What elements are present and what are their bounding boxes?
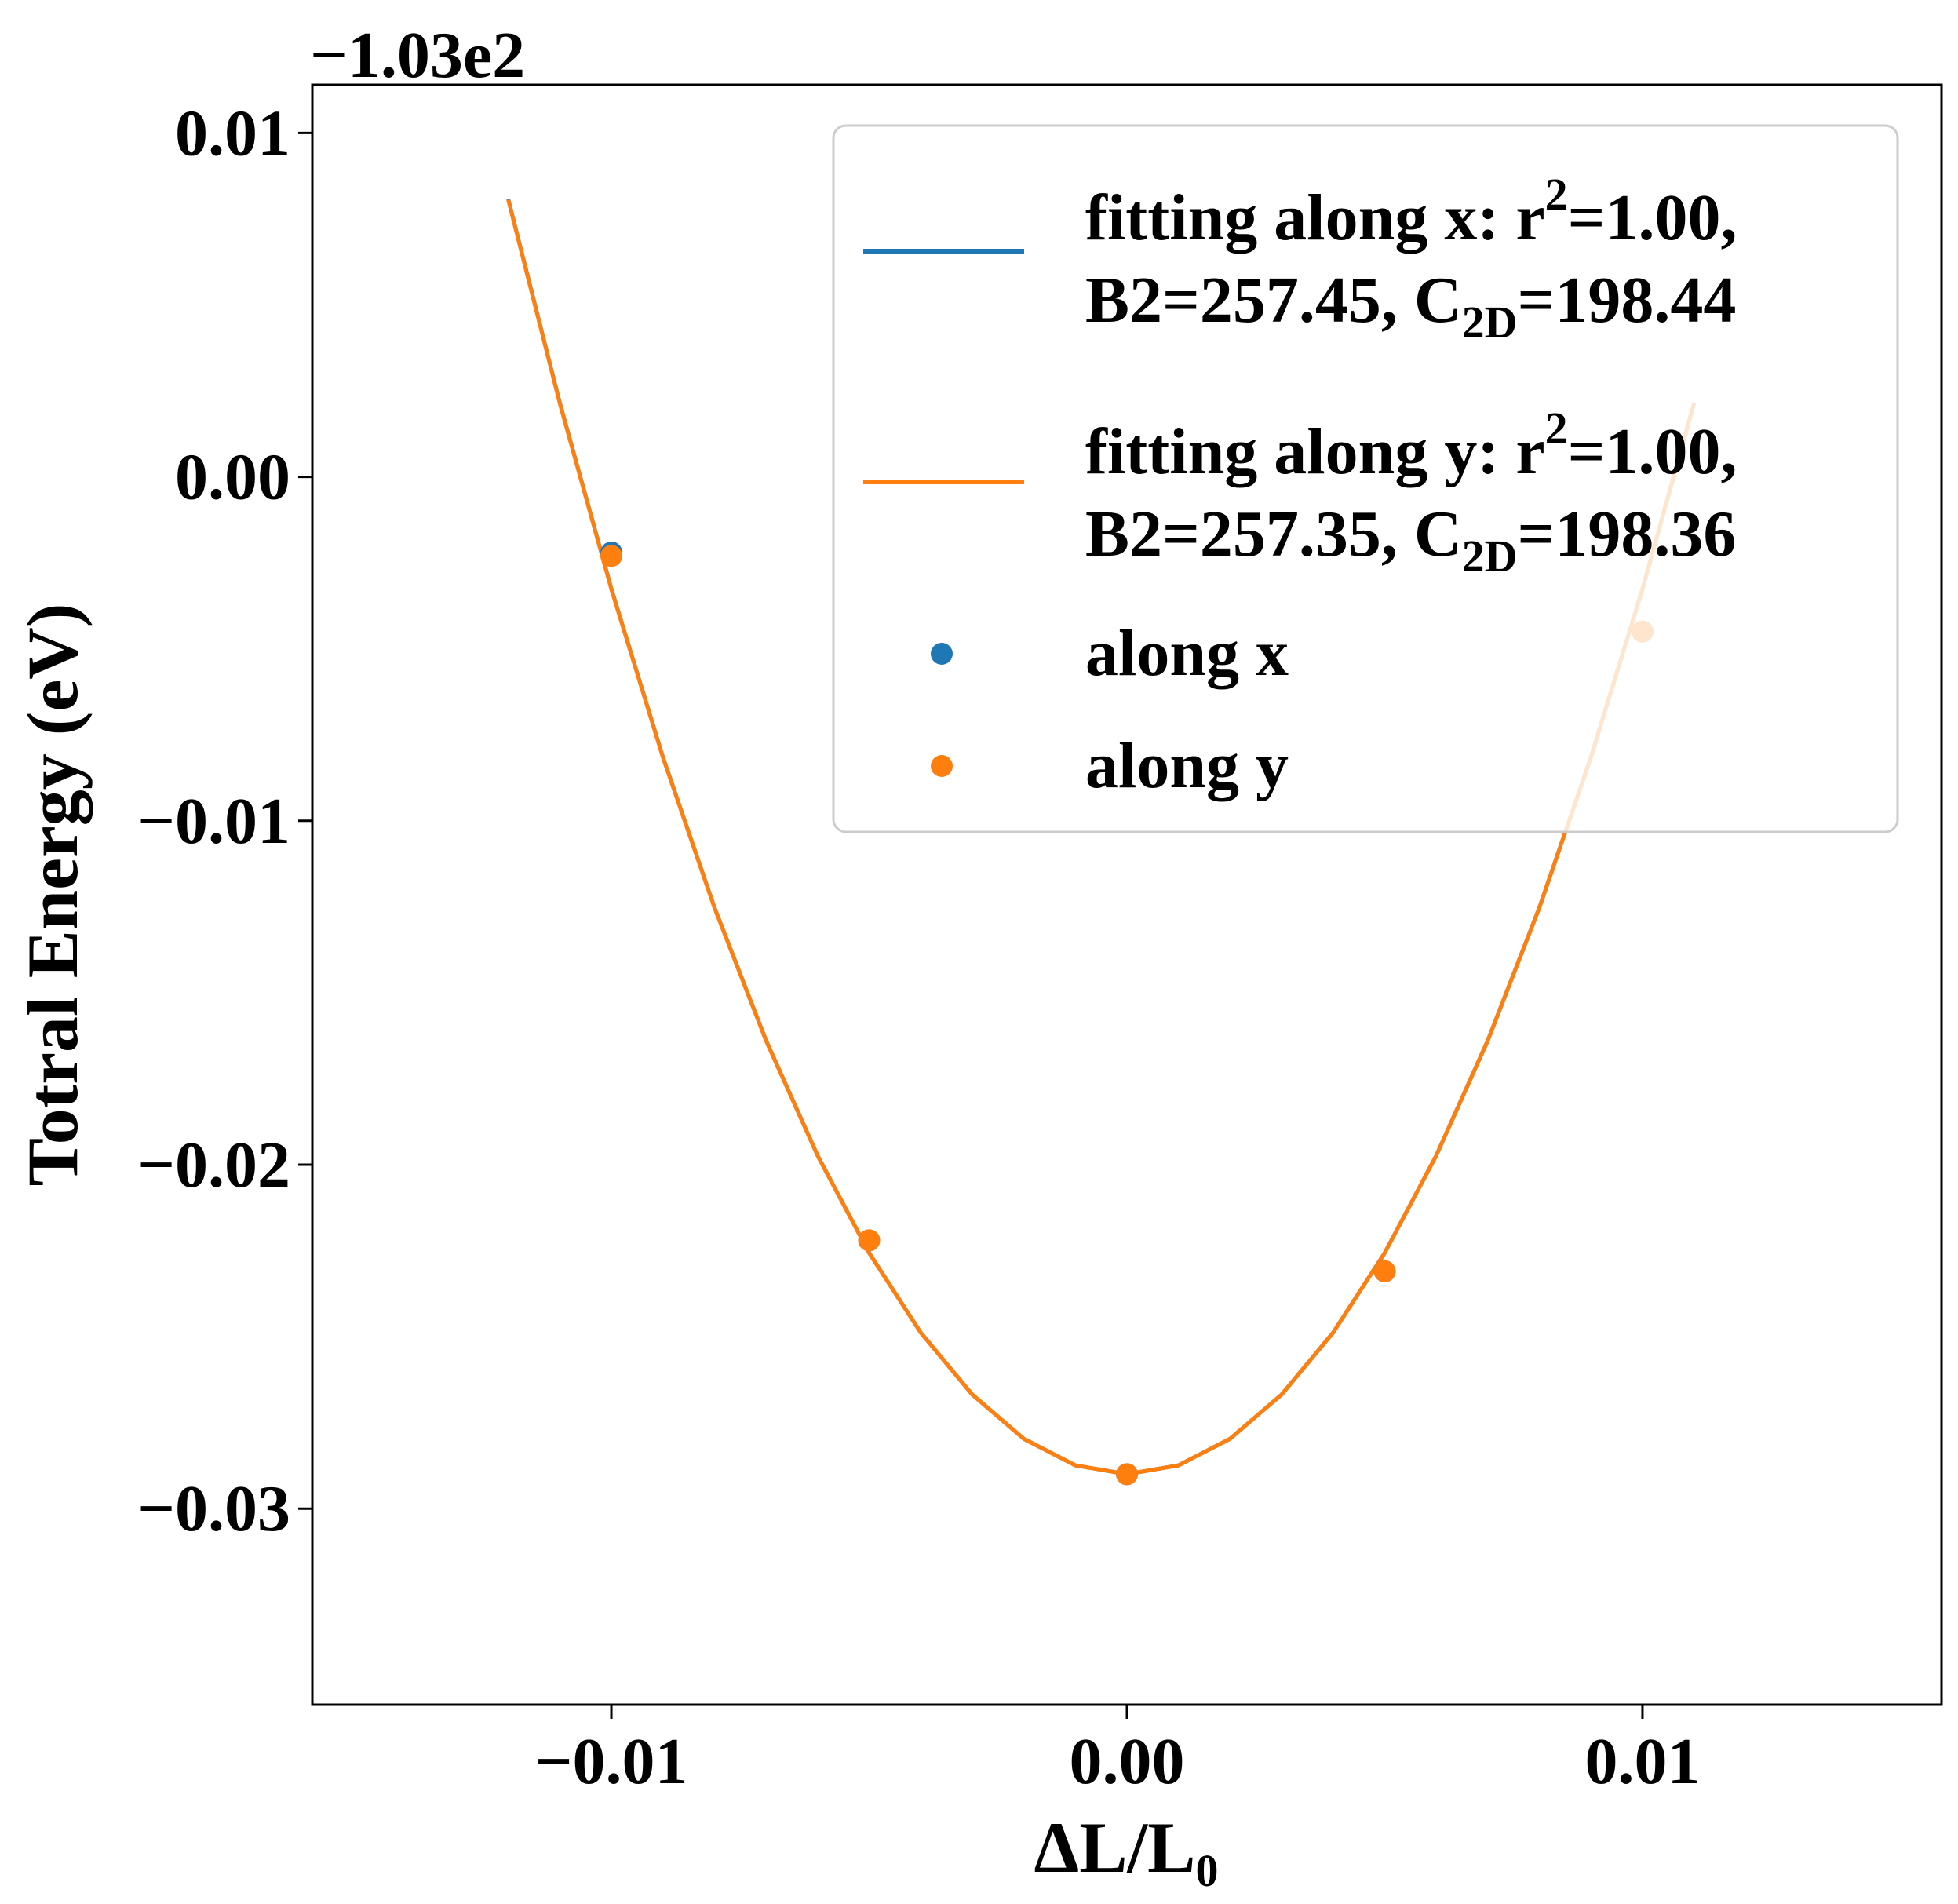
y-tick-label: 0.00 xyxy=(175,441,290,514)
y-axis-label: Totral Energy (eV) xyxy=(13,604,93,1187)
legend-label-fit-y-line2: B2=257.35, C2D=198.36 xyxy=(1085,498,1736,582)
x-axis-label-main: ΔL/L xyxy=(1034,1807,1196,1888)
point-along-y xyxy=(600,545,623,567)
legend-marker-along-x xyxy=(931,643,953,665)
legend-marker-along-y xyxy=(931,755,953,777)
series-line-fitting-along-y xyxy=(506,199,1697,1476)
x-tick-label: 0.00 xyxy=(1070,1725,1185,1798)
y-tick-label: −0.03 xyxy=(137,1472,290,1545)
y-tick-label: 0.01 xyxy=(175,97,290,170)
legend: fitting along x: r2=1.00, B2=257.45, C2D… xyxy=(832,124,1899,833)
legend-label-along-y: along y xyxy=(1085,729,1289,802)
legend-label-fit-y-line1: fitting along y: r2=1.00, xyxy=(1085,403,1737,488)
legend-label-fit-x-line2: B2=257.45, C2D=198.44 xyxy=(1085,264,1736,348)
legend-box xyxy=(832,124,1899,833)
y-tick-label: −0.02 xyxy=(137,1129,290,1202)
x-tick-label: 0.01 xyxy=(1584,1725,1700,1798)
x-axis-label: ΔL/L0 xyxy=(1034,1807,1219,1896)
y-tick-label: −0.01 xyxy=(137,785,290,858)
ticks-layer: −0.01 0.00 0.01 0.01 0.00 −0.01 −0.02 −0.03 xyxy=(137,97,1700,1798)
point-along-y xyxy=(1116,1463,1138,1486)
legend-label-along-x: along x xyxy=(1085,617,1289,690)
point-along-y xyxy=(1373,1260,1396,1282)
x-tick-label: −0.01 xyxy=(535,1725,688,1798)
point-along-y xyxy=(858,1229,881,1252)
legend-label-fit-x-line1: fitting along x: r2=1.00, xyxy=(1085,169,1737,254)
x-axis-label-sub: 0 xyxy=(1195,1845,1218,1896)
y-offset-label: −1.03e2 xyxy=(310,19,525,92)
